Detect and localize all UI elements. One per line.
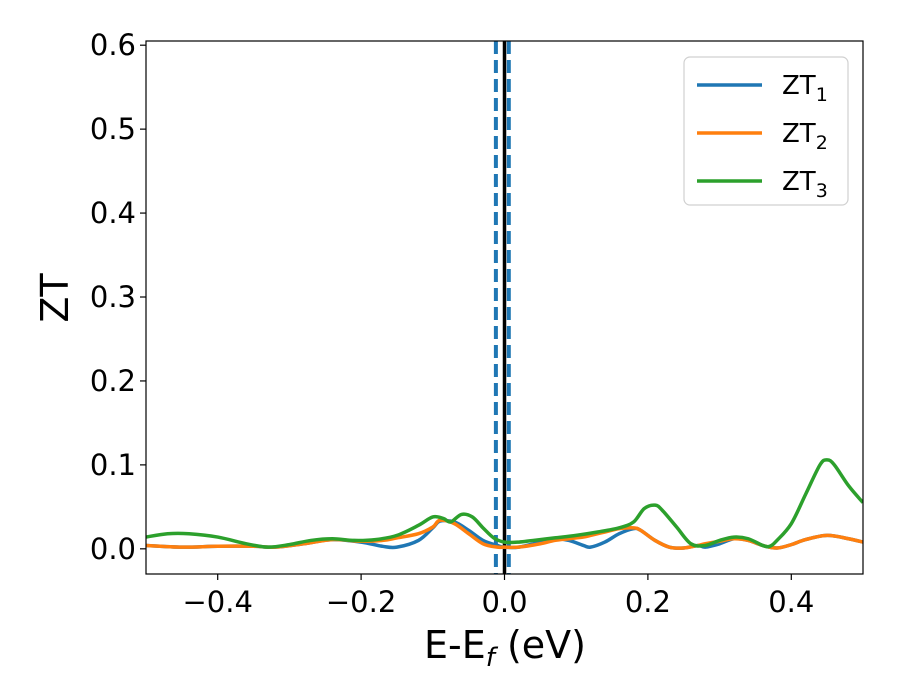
y-tick-label: 0.5 [90,112,136,146]
y-tick-label: 0.1 [90,448,136,482]
reference-lines [493,41,511,574]
y-tick-label: 0.3 [90,280,136,314]
legend: ZT1 ZT2 ZT3 [683,56,849,206]
legend-label-1: ZT1 [782,71,828,106]
y-tick-label: 0.2 [90,364,136,398]
x-axis-title-unit: (eV) [495,623,586,667]
y-tick-label: 0.4 [90,196,136,230]
x-tick-label: −0.4 [182,585,252,619]
legend-label-3: ZT3 [782,167,828,202]
legend-label-2: ZT2 [782,119,828,154]
series-lines [146,458,863,550]
x-tick-label: 0.4 [768,585,814,619]
x-axis-ticks: −0.4 −0.2 0.0 0.2 0.4 [182,574,814,619]
y-axis-title: ZT [33,273,77,323]
y-tick-label: 0.0 [90,532,136,566]
x-axis-title-main: E-E [424,623,486,667]
y-axis-ticks: 0.0 0.1 0.2 0.3 0.4 0.5 0.6 [90,28,146,566]
series-line-3 [146,458,863,549]
x-tick-label: 0.2 [625,585,671,619]
legend-items: ZT1 ZT2 ZT3 [697,71,828,202]
x-axis-title: E-Ef (eV) [424,623,586,673]
legend-box [683,56,849,206]
x-tick-label: −0.2 [326,585,396,619]
x-tick-label: 0.0 [481,585,527,619]
y-tick-label: 0.6 [90,28,136,62]
